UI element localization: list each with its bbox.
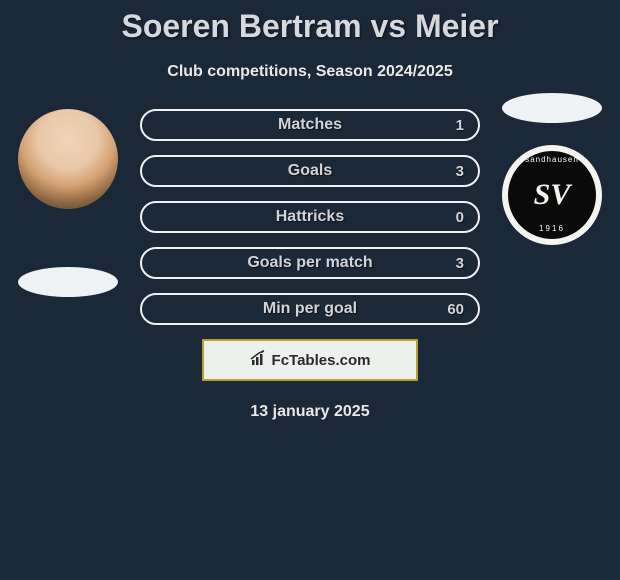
left-badge-oval bbox=[18, 267, 118, 297]
page-title: Soeren Bertram vs Meier bbox=[0, 0, 620, 45]
content-area: sandhausen SV 1916 Matches 1 Goals 3 Hat… bbox=[0, 109, 620, 421]
stat-row: Hattricks 0 bbox=[140, 201, 480, 233]
stat-row: Goals per match 3 bbox=[140, 247, 480, 279]
stat-row: Goals 3 bbox=[140, 155, 480, 187]
brand-text: FcTables.com bbox=[272, 352, 371, 369]
club-initials: SV bbox=[534, 180, 571, 210]
stat-label: Hattricks bbox=[276, 208, 344, 226]
stat-row: Min per goal 60 bbox=[140, 293, 480, 325]
stat-label: Goals bbox=[288, 162, 332, 180]
stat-label: Goals per match bbox=[247, 254, 372, 272]
player-avatar bbox=[18, 109, 118, 209]
stat-value: 1 bbox=[456, 117, 464, 134]
stats-list: Matches 1 Goals 3 Hattricks 0 Goals per … bbox=[140, 109, 480, 325]
chart-icon bbox=[250, 350, 268, 370]
club-logo: sandhausen SV 1916 bbox=[502, 145, 602, 245]
stat-value: 0 bbox=[456, 209, 464, 226]
left-column bbox=[8, 109, 128, 297]
right-column: sandhausen SV 1916 bbox=[492, 93, 612, 245]
stat-row: Matches 1 bbox=[140, 109, 480, 141]
brand-box: FcTables.com bbox=[202, 339, 418, 381]
club-arc-top: sandhausen bbox=[525, 155, 579, 164]
right-badge-oval bbox=[502, 93, 602, 123]
date-label: 13 january 2025 bbox=[0, 403, 620, 421]
stat-value: 3 bbox=[456, 163, 464, 180]
stat-value: 60 bbox=[447, 301, 464, 318]
stat-label: Min per goal bbox=[263, 300, 357, 318]
stat-label: Matches bbox=[278, 116, 342, 134]
brand-label: FcTables.com bbox=[250, 350, 371, 370]
subtitle: Club competitions, Season 2024/2025 bbox=[0, 63, 620, 81]
stat-value: 3 bbox=[456, 255, 464, 272]
club-arc-bot: 1916 bbox=[539, 224, 565, 233]
